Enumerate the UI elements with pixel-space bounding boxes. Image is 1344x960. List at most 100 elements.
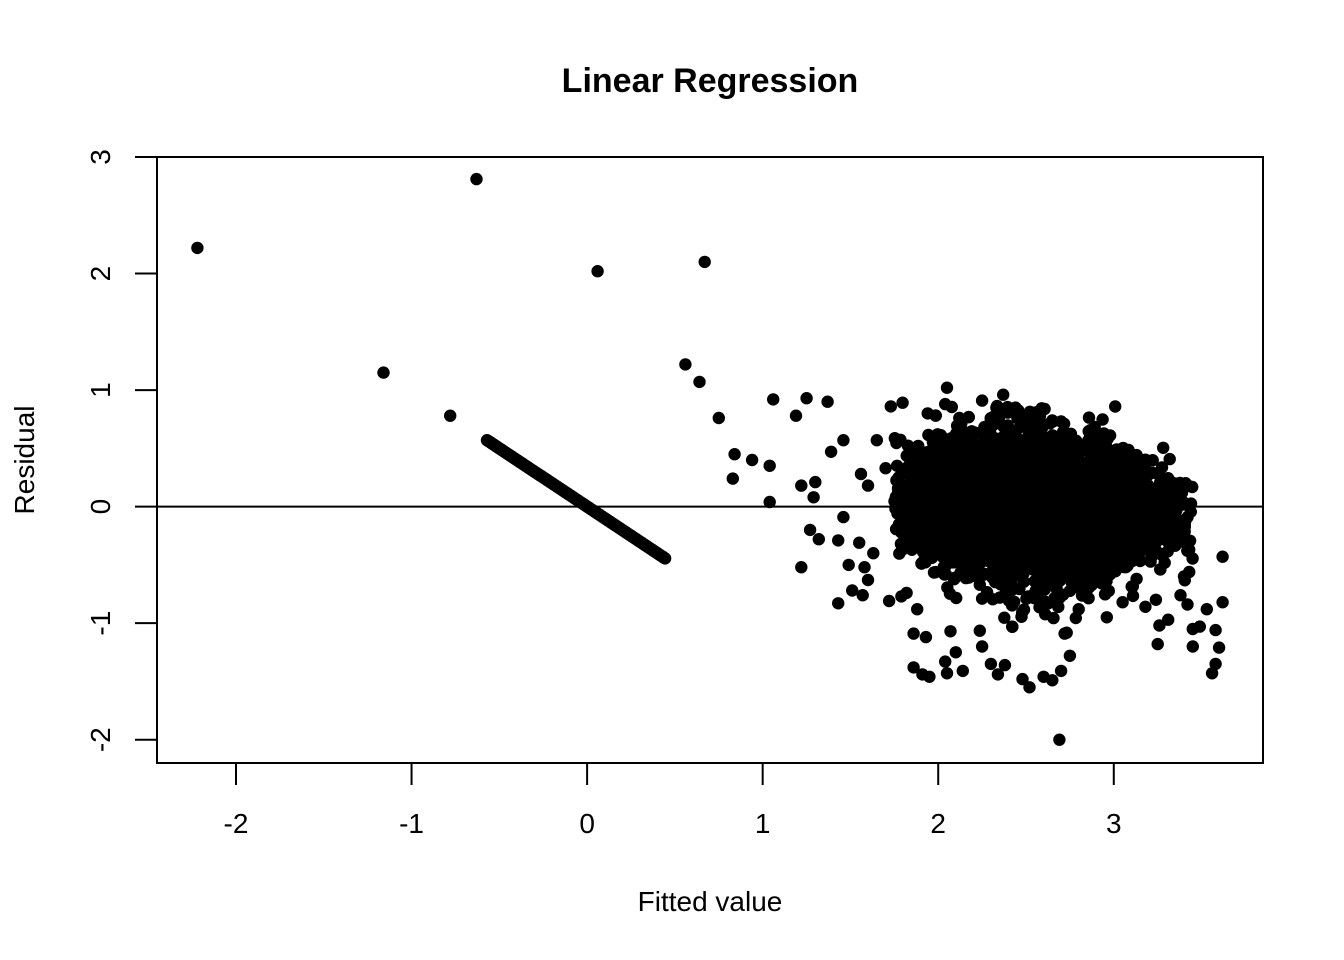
cluster-point: [1008, 425, 1022, 439]
data-point: [1063, 649, 1077, 662]
data-point: [812, 533, 825, 546]
data-point: [1030, 406, 1043, 419]
cluster-point: [1005, 444, 1018, 457]
data-point: [1116, 445, 1129, 458]
cluster-point: [1041, 431, 1055, 445]
x-axis: -2 -1 0 1 2 3: [224, 762, 1122, 839]
cluster-point: [1114, 466, 1127, 479]
cluster-point: [1126, 589, 1140, 603]
cluster-point: [1084, 423, 1098, 437]
data-point: [1053, 733, 1066, 746]
data-point: [679, 358, 692, 371]
cluster-point: [894, 479, 907, 492]
cluster-point: [981, 554, 994, 567]
cluster-point: [1054, 514, 1067, 528]
y-axis-label: Residual: [9, 406, 40, 515]
cluster-point: [975, 461, 988, 475]
cluster-point: [1000, 477, 1013, 490]
data-point: [712, 411, 725, 425]
data-point: [1209, 623, 1222, 637]
data-point: [921, 407, 934, 420]
y-tick-label: 0: [85, 499, 116, 515]
data-point: [1139, 600, 1152, 613]
data-point: [1193, 620, 1207, 633]
cluster-point: [953, 443, 966, 456]
cluster-point: [988, 493, 1001, 506]
data-point: [1186, 640, 1200, 653]
data-point: [879, 462, 892, 475]
cluster-point: [919, 463, 932, 477]
cluster-point: [939, 568, 952, 581]
data-point: [854, 467, 868, 481]
data-point: [1072, 603, 1085, 616]
data-point: [998, 658, 1012, 672]
cluster-point: [1104, 565, 1117, 578]
cluster-point: [1048, 595, 1061, 608]
data-point: [1181, 510, 1194, 524]
cluster-point: [930, 432, 944, 445]
cluster-point: [1028, 491, 1041, 505]
cluster-point: [1041, 487, 1054, 501]
data-point: [1200, 603, 1214, 616]
data-point: [821, 395, 834, 408]
cluster-point: [1155, 461, 1169, 474]
data-point: [940, 667, 954, 680]
cluster-point: [1005, 599, 1019, 612]
data-point: [800, 392, 813, 405]
cluster-point: [1083, 541, 1097, 554]
data-point: [975, 394, 989, 407]
data-point: [763, 459, 776, 472]
y-tick-label: 1: [85, 382, 116, 398]
data-point: [984, 657, 998, 671]
cluster-point: [1142, 538, 1155, 551]
data-point: [1162, 613, 1175, 626]
data-point: [1016, 672, 1029, 686]
cluster-point: [927, 544, 940, 558]
data-point: [698, 255, 711, 269]
data-point: [1054, 664, 1068, 678]
cluster-point: [1017, 603, 1031, 616]
data-point: [1149, 593, 1163, 606]
cluster-point: [1127, 465, 1140, 478]
cluster-point: [1014, 474, 1028, 487]
data-point: [807, 491, 820, 504]
cluster-point: [952, 432, 966, 445]
cluster-point: [978, 567, 991, 581]
data-point: [1177, 570, 1191, 583]
x-tick-label: 2: [930, 808, 946, 839]
cluster-point: [975, 484, 988, 497]
cluster-point: [977, 522, 990, 535]
x-tick-label: 3: [1106, 808, 1122, 839]
cluster-point: [909, 456, 923, 469]
cluster-point: [953, 550, 966, 564]
cluster-point: [908, 504, 921, 518]
cluster-point: [1142, 499, 1155, 512]
cluster-point: [1122, 478, 1135, 492]
cluster-point: [1128, 523, 1142, 536]
cluster-point: [1159, 516, 1173, 529]
cluster-point: [1150, 489, 1164, 502]
cluster-point: [934, 532, 947, 546]
cluster-point: [1109, 400, 1122, 413]
cluster-point: [1060, 487, 1073, 500]
cluster-point: [1125, 497, 1138, 511]
cluster-point: [1039, 536, 1052, 549]
data-point: [1205, 667, 1219, 680]
data-point: [444, 409, 457, 422]
data-point: [1209, 657, 1222, 671]
cluster-point: [997, 420, 1010, 433]
data-point: [809, 475, 822, 489]
data-point: [1046, 674, 1059, 687]
data-point: [728, 448, 741, 461]
cluster-point: [1095, 535, 1108, 549]
cluster-point: [1141, 484, 1155, 497]
cluster-point: [971, 546, 984, 559]
cluster-point: [893, 547, 906, 560]
cluster-point: [962, 410, 975, 424]
cluster-point: [941, 581, 954, 594]
data-point: [939, 655, 952, 668]
cluster-point: [1146, 454, 1159, 467]
data-point: [837, 510, 850, 524]
cluster-point: [916, 545, 930, 559]
cluster-point: [1032, 520, 1046, 534]
